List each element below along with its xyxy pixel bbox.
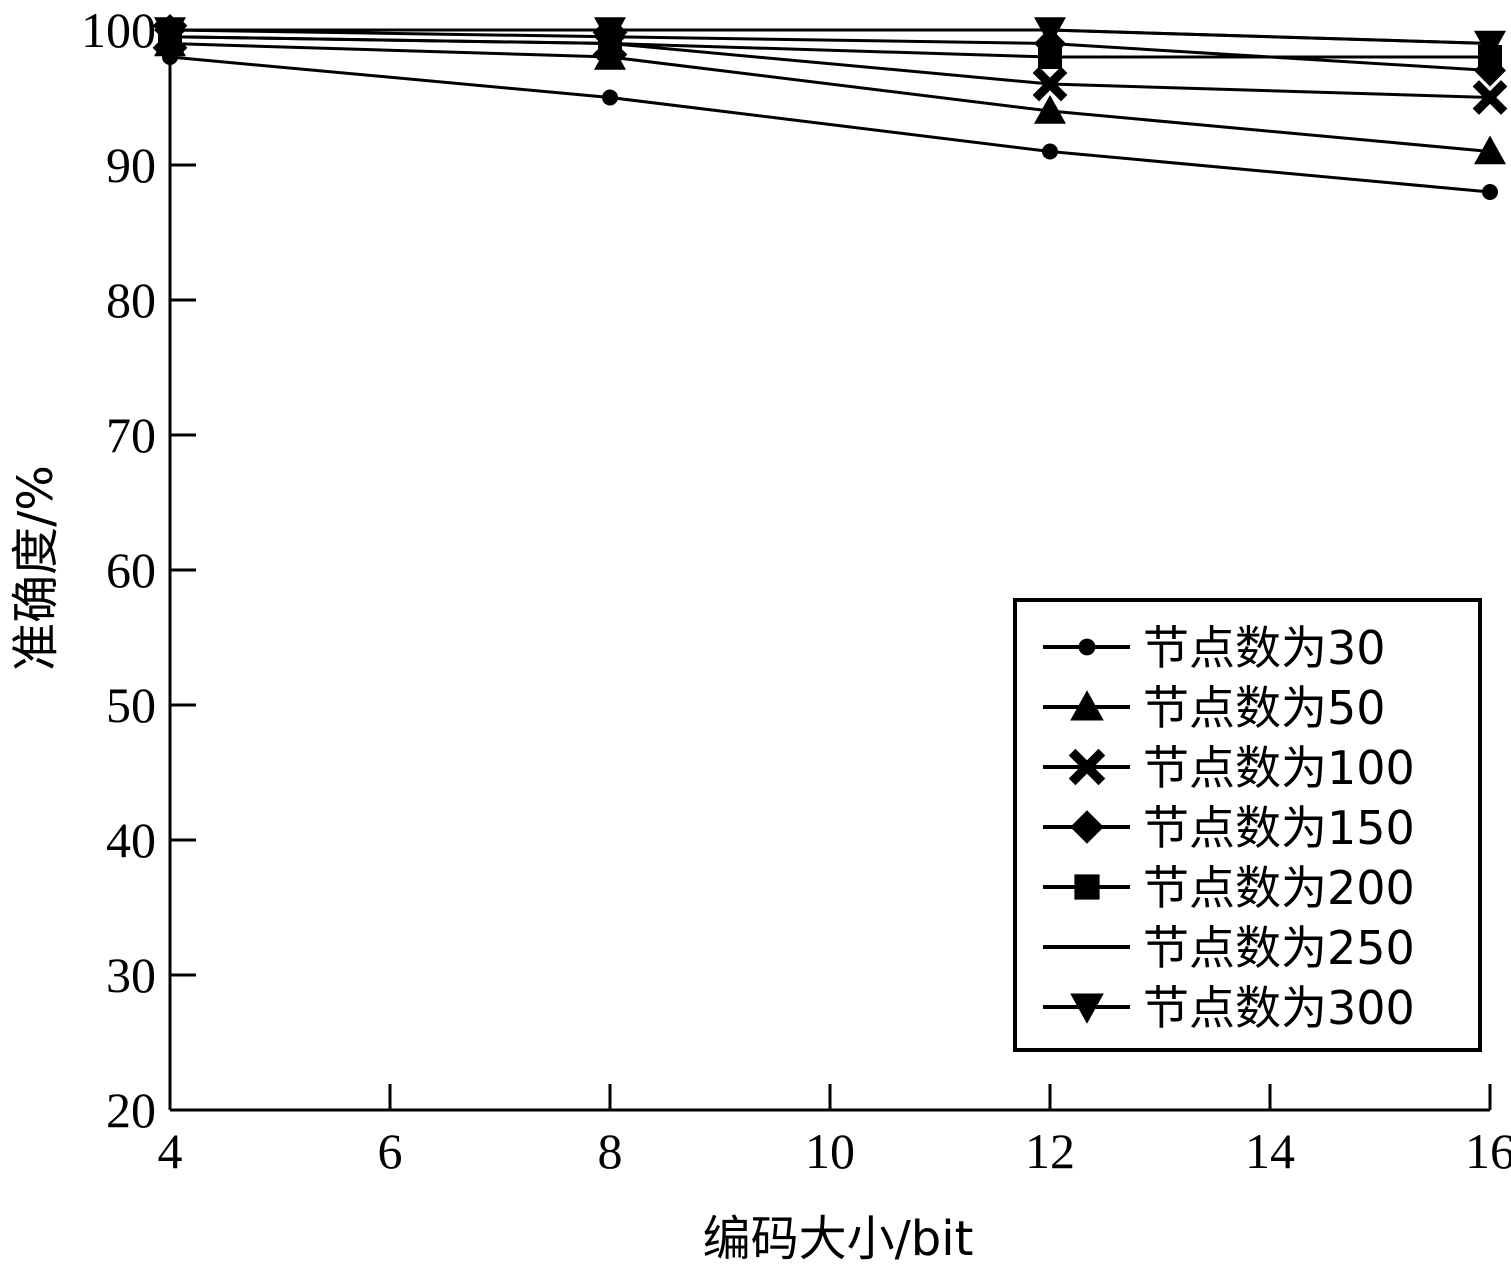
legend-item: 节点数为150 xyxy=(1043,801,1415,855)
y-tick-label: 70 xyxy=(106,407,156,463)
x-cross-marker xyxy=(1472,80,1508,115)
triangle-down-marker xyxy=(594,17,626,46)
triangle-down-marker xyxy=(1070,993,1104,1024)
triangle-down-marker xyxy=(1474,30,1506,60)
legend-label: 节点数为150 xyxy=(1143,801,1415,855)
series-layer xyxy=(152,14,1508,200)
x-cross-marker xyxy=(1068,748,1106,786)
legend: 节点数为30 节点数为50 节点数为100 节点数为150 节点数为200 节点数为250… xyxy=(1013,598,1482,1052)
legend-label: 节点数为200 xyxy=(1143,861,1415,915)
legend-label: 节点数为30 xyxy=(1143,621,1386,675)
series-1 xyxy=(162,49,1498,200)
y-tick-label: 60 xyxy=(106,542,156,598)
y-tick-label: 40 xyxy=(106,812,156,868)
triangle-down-marker xyxy=(1034,17,1066,46)
y-tick-label: 100 xyxy=(81,2,156,58)
circle-marker xyxy=(602,89,618,106)
circle-marker xyxy=(1078,638,1096,656)
legend-label: 节点数为50 xyxy=(1143,681,1386,735)
x-axis-ticks: 4 6 8 10 12 14 16 xyxy=(158,1084,1511,1179)
circle-marker xyxy=(1042,143,1058,160)
x-tick-label: 8 xyxy=(598,1123,623,1179)
x-tick-label: 12 xyxy=(1025,1123,1075,1179)
series-line xyxy=(169,42,1491,153)
y-tick-label: 20 xyxy=(106,1082,156,1138)
legend-label: 节点数为250 xyxy=(1143,921,1415,975)
diamond-marker xyxy=(1070,810,1104,844)
triangle-up-marker xyxy=(1034,95,1066,124)
series-2 xyxy=(154,27,1506,165)
legend-item: 节点数为200 xyxy=(1043,861,1415,915)
square-marker xyxy=(1074,874,1100,900)
legend-label: 节点数为300 xyxy=(1143,981,1415,1035)
y-axis-title: 准确度/% xyxy=(8,465,64,671)
triangle-down-marker xyxy=(154,17,186,46)
y-tick-label: 80 xyxy=(106,272,156,328)
legend-item: 节点数为50 xyxy=(1043,681,1386,735)
legend-label: 节点数为100 xyxy=(1143,741,1415,795)
series-line xyxy=(169,55,1491,194)
triangle-up-marker xyxy=(1474,135,1506,165)
series-line xyxy=(169,35,1491,99)
square-marker xyxy=(1038,45,1062,69)
legend-item: 节点数为250 xyxy=(1043,921,1415,975)
series-line xyxy=(170,28,1491,45)
x-axis-title: 编码大小/bit xyxy=(703,1211,974,1267)
legend-item: 节点数为300 xyxy=(1043,981,1415,1035)
y-tick-label: 30 xyxy=(106,947,156,1003)
series-7 xyxy=(154,17,1506,60)
x-tick-label: 10 xyxy=(805,1123,855,1179)
circle-marker xyxy=(1482,184,1498,200)
x-tick-label: 4 xyxy=(158,1123,183,1179)
y-tick-label: 90 xyxy=(106,137,156,193)
x-tick-label: 16 xyxy=(1465,1123,1511,1179)
x-tick-label: 6 xyxy=(378,1123,403,1179)
series-line xyxy=(169,35,1490,59)
legend-item: 节点数为100 xyxy=(1043,741,1415,795)
triangle-up-marker xyxy=(1070,690,1104,721)
y-axis-ticks: 20 30 40 50 60 70 80 90 100 xyxy=(81,2,196,1138)
y-tick-label: 50 xyxy=(106,677,156,733)
x-tick-label: 14 xyxy=(1245,1123,1295,1179)
x-cross-marker xyxy=(1032,66,1068,102)
legend-item: 节点数为30 xyxy=(1043,621,1386,675)
